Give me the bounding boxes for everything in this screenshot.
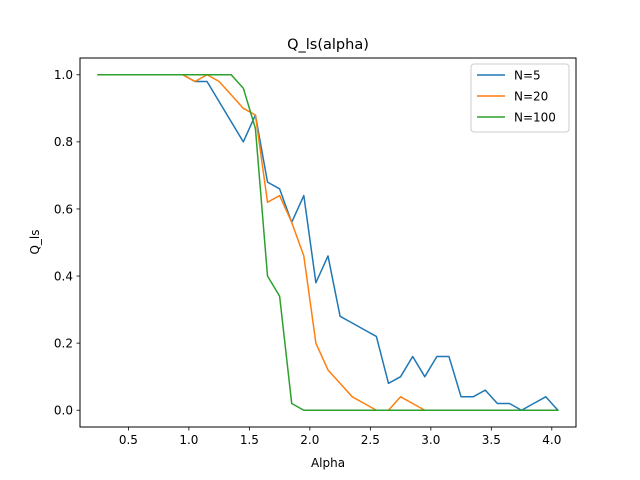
series-line-2 [97,74,559,411]
chart-title: Q_ls(alpha) [287,37,369,53]
y-tick-label: 0.6 [54,202,73,216]
y-tick-label: 0.0 [54,404,73,418]
legend-label-0: N=5 [514,68,541,82]
x-tick-label: 1.5 [240,433,259,447]
y-axis-label: Q_ls [28,229,42,254]
legend-box [470,63,570,133]
plot-frame [79,57,577,428]
x-tick-label: 4.0 [542,433,561,447]
y-tick-label: 0.4 [54,269,73,283]
legend: N=5 N=20 N=100 [470,63,570,133]
legend-label-1: N=20 [514,89,548,103]
legend-label-2: N=100 [514,110,556,124]
x-tick-label: 2.0 [300,433,319,447]
x-tick-label: 0.5 [119,433,138,447]
x-tick-label: 1.0 [179,433,198,447]
y-tick-label: 1.0 [54,68,73,82]
axis-ticks: 0.5 1.0 1.5 2.0 2.5 3.0 3.5 4.0 0.0 0.2 0.4 0.6 0.8 1… [54,68,561,447]
y-tick-label: 0.2 [54,336,73,350]
x-tick-label: 2.5 [361,433,380,447]
x-axis-label: Alpha [311,456,345,470]
series-lines [97,74,559,412]
y-tick-label: 0.8 [54,135,73,149]
x-tick-label: 3.0 [421,433,440,447]
x-tick-label: 3.5 [482,433,501,447]
